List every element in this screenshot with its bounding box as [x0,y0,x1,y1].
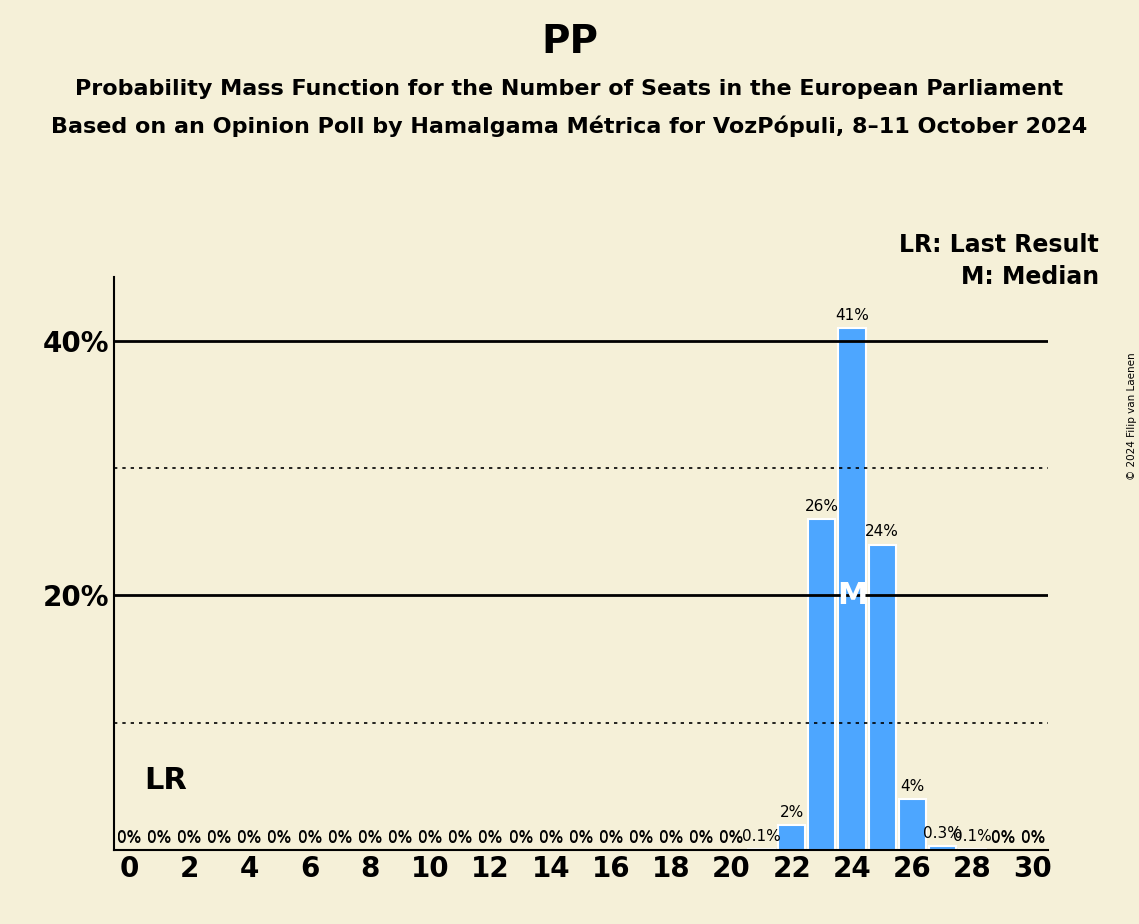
Text: 0%: 0% [1021,832,1044,846]
Text: 41%: 41% [835,308,869,323]
Text: 0%: 0% [689,832,713,846]
Bar [809,519,836,850]
Text: 0%: 0% [720,832,744,846]
Text: 0%: 0% [508,830,533,845]
Text: 0%: 0% [177,830,202,845]
Bar [778,824,805,850]
Text: 0%: 0% [539,830,563,845]
Text: 0%: 0% [599,832,623,846]
Text: 0%: 0% [328,830,352,845]
Text: 0%: 0% [568,830,593,845]
Text: 0%: 0% [991,832,1015,846]
Text: 0.3%: 0.3% [923,826,961,841]
Text: 0%: 0% [629,832,654,846]
Bar [959,849,986,850]
Bar [929,846,956,850]
Text: 0%: 0% [508,832,533,846]
Text: 0%: 0% [388,832,412,846]
Text: 0%: 0% [207,832,231,846]
Text: 0%: 0% [659,830,683,845]
Text: 0.1%: 0.1% [953,829,992,844]
Text: 0%: 0% [991,830,1015,845]
Text: 0%: 0% [147,832,171,846]
Text: M: Median: M: Median [961,265,1099,289]
Text: 0%: 0% [297,830,322,845]
Bar [748,849,776,850]
Text: © 2024 Filip van Laenen: © 2024 Filip van Laenen [1126,352,1137,480]
Text: 0%: 0% [358,832,382,846]
Text: 0%: 0% [689,830,713,845]
Text: 0%: 0% [568,832,593,846]
Text: 0%: 0% [268,830,292,845]
Text: 0%: 0% [599,830,623,845]
Text: 0%: 0% [237,830,262,845]
Bar [899,799,926,850]
Text: 4%: 4% [900,779,925,794]
Text: 0.1%: 0.1% [743,829,781,844]
Text: 0%: 0% [629,830,654,845]
Text: 0%: 0% [297,832,322,846]
Text: LR: LR [144,766,187,795]
Text: 0%: 0% [418,832,442,846]
Text: PP: PP [541,23,598,61]
Text: 0%: 0% [117,830,141,845]
Text: Probability Mass Function for the Number of Seats in the European Parliament: Probability Mass Function for the Number… [75,79,1064,99]
Text: 0%: 0% [268,832,292,846]
Text: 0%: 0% [237,832,262,846]
Bar [869,544,895,850]
Text: 0%: 0% [1021,830,1044,845]
Text: 0%: 0% [328,832,352,846]
Text: 0%: 0% [478,830,502,845]
Text: 0%: 0% [117,832,141,846]
Text: 0%: 0% [358,830,382,845]
Text: M: M [837,581,867,610]
Text: 0%: 0% [449,830,473,845]
Text: 0%: 0% [478,832,502,846]
Text: 0%: 0% [177,832,202,846]
Text: 0%: 0% [207,830,231,845]
Text: Based on an Opinion Poll by Hamalgama Métrica for VozPópuli, 8–11 October 2024: Based on an Opinion Poll by Hamalgama Mé… [51,116,1088,137]
Text: 0%: 0% [418,830,442,845]
Text: LR: Last Result: LR: Last Result [900,233,1099,257]
Text: 2%: 2% [780,805,804,820]
Text: 24%: 24% [866,525,899,540]
Text: 0%: 0% [388,830,412,845]
Text: 26%: 26% [805,499,839,514]
Text: 0%: 0% [539,832,563,846]
Text: 0%: 0% [659,832,683,846]
Text: 0%: 0% [147,830,171,845]
Bar [838,328,866,850]
Text: 0%: 0% [449,832,473,846]
Text: 0%: 0% [720,830,744,845]
